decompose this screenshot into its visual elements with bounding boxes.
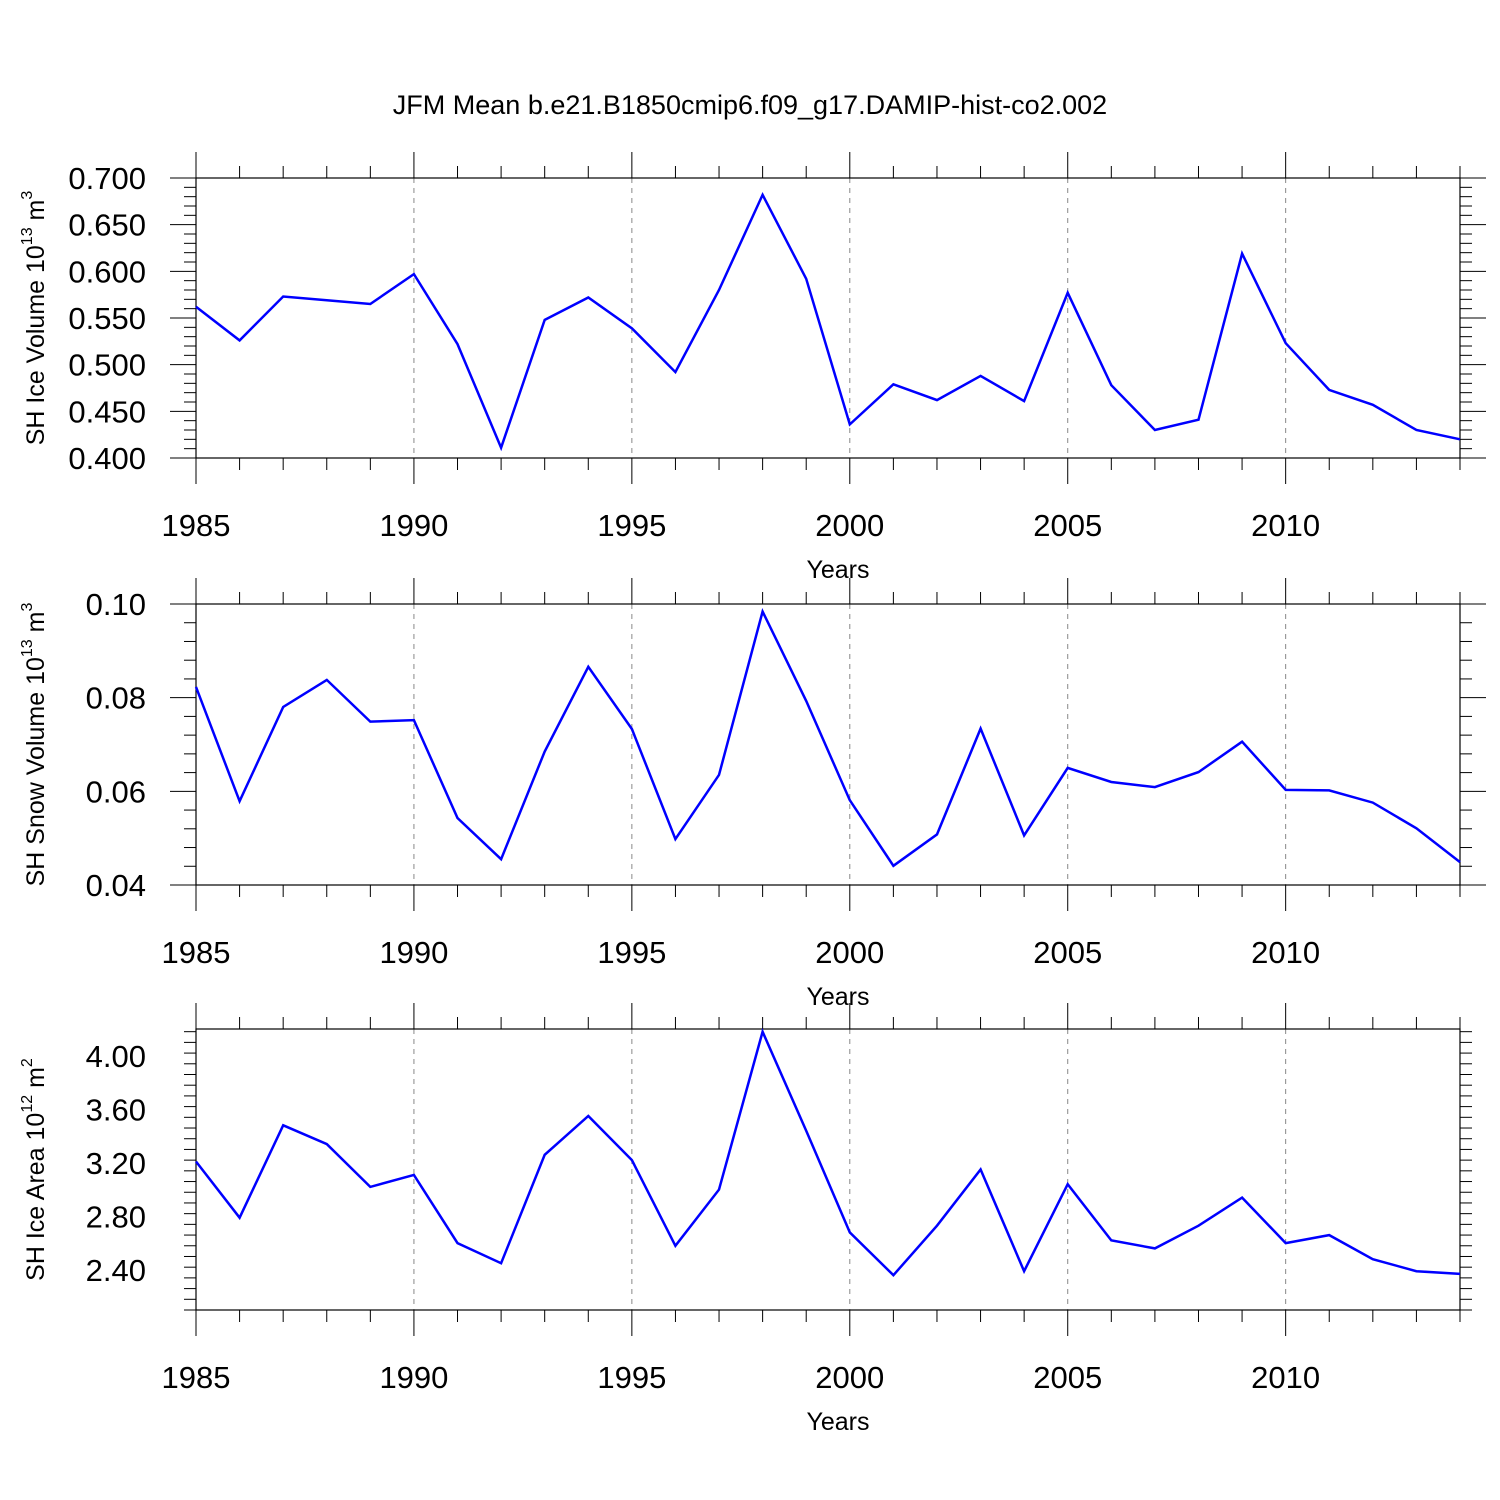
y-tick-label: 2.40 (86, 1253, 146, 1288)
y-tick-label: 4.00 (86, 1039, 146, 1074)
panel-1: 1985 1990 1995 2000 2005 2010 Years 0.400 0.450 0… (19, 152, 1486, 584)
x-tick-label: 1995 (597, 1360, 666, 1395)
plot-frame (195, 1028, 1461, 1311)
x-tick-label: 2000 (815, 935, 884, 970)
x-axis-label: Years (806, 556, 869, 584)
x-tick-label: 2005 (1033, 508, 1102, 543)
x-tick-label: 2005 (1033, 935, 1102, 970)
x-axis-label: Years (806, 983, 869, 1011)
x-tick-label: 2000 (815, 1360, 884, 1395)
x-tick-label: 2005 (1033, 1360, 1102, 1395)
x-tick-label: 2010 (1251, 935, 1320, 970)
x-tick-label: 1995 (597, 508, 666, 543)
series-line (195, 191, 1461, 452)
y-tick-label: 3.60 (86, 1092, 146, 1127)
plot-frame (195, 177, 1461, 459)
y-tick-label: 0.10 (86, 587, 146, 622)
x-tick-label: 1990 (379, 508, 448, 543)
y-axis-label: SH Snow Volume 1013 m3 (19, 603, 50, 887)
panel-3: 1985 1990 1995 2000 2005 2010 Years 2.40 2.80 3.2… (19, 1003, 1472, 1436)
x-tick-label: 2000 (815, 508, 884, 543)
x-tick-label: 1985 (162, 935, 231, 970)
series-line (195, 1027, 1461, 1278)
y-tick-label: 0.08 (86, 681, 146, 716)
x-tick-label: 1985 (162, 1360, 231, 1395)
x-tick-label: 1985 (162, 508, 231, 543)
plot-frame (195, 603, 1461, 886)
x-tick-label: 1990 (379, 1360, 448, 1395)
y-tick-label: 0.450 (68, 394, 146, 429)
x-tick-label: 1990 (379, 935, 448, 970)
y-tick-label: 0.600 (68, 254, 146, 289)
x-tick-label: 2010 (1251, 508, 1320, 543)
y-tick-label: 0.700 (68, 161, 146, 196)
y-tick-label: 0.04 (86, 868, 146, 903)
x-axis-label: Years (806, 1408, 869, 1436)
y-tick-label: 2.80 (86, 1199, 146, 1234)
chart-title: JFM Mean b.e21.B1850cmip6.f09_g17.DAMIP-… (393, 90, 1107, 120)
panel-2: 1985 1990 1995 2000 2005 2010 Years 0.04 0.06 0.0… (19, 578, 1486, 1011)
y-tick-label: 0.400 (68, 441, 146, 476)
y-tick-label: 0.550 (68, 301, 146, 336)
panels: 1985 1990 1995 2000 2005 2010 Years 0.400 0.450 0… (19, 152, 1486, 1436)
x-tick-label: 1995 (597, 935, 666, 970)
y-tick-label: 0.500 (68, 348, 146, 383)
series-line (194, 607, 1461, 868)
x-tick-label: 2010 (1251, 1360, 1320, 1395)
y-axis-label: SH Ice Area 1012 m2 (19, 1058, 50, 1281)
y-axis-label: SH Ice Volume 1013 m3 (19, 191, 50, 446)
y-tick-label: 0.650 (68, 208, 146, 243)
y-tick-label: 3.20 (86, 1146, 146, 1181)
y-tick-label: 0.06 (86, 774, 146, 809)
